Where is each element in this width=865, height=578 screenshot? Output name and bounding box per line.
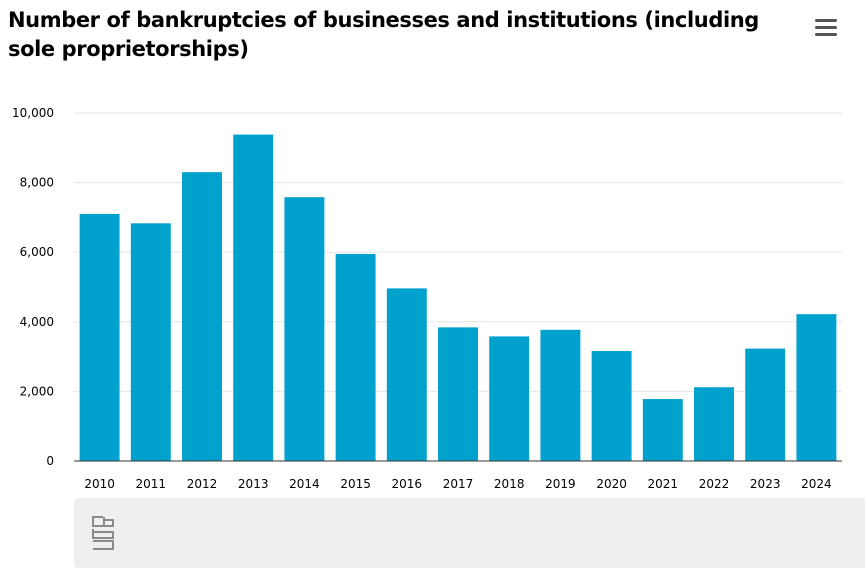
footer-panel (74, 498, 865, 568)
x-tick-label: 2010 (84, 477, 115, 491)
y-tick-label: 2,000 (20, 384, 54, 398)
bar-2012[interactable] (182, 172, 222, 461)
bar-2016[interactable] (386, 288, 427, 461)
x-tick-label: 2013 (238, 477, 269, 491)
x-tick-label: 2014 (289, 477, 320, 491)
bar-2023[interactable] (745, 348, 786, 461)
bar-2020[interactable] (591, 351, 632, 461)
chart-title: Number of bankruptcies of businesses and… (8, 8, 759, 61)
x-tick-label: 2024 (801, 477, 832, 491)
bar-2015[interactable] (335, 253, 376, 461)
bar-2014[interactable] (284, 197, 325, 461)
y-tick-label: 10,000 (12, 106, 54, 120)
x-tick-label: 2011 (136, 477, 167, 491)
x-tick-label: 2022 (699, 477, 730, 491)
bar-2019[interactable] (540, 329, 581, 461)
x-tick-label: 2015 (340, 477, 371, 491)
cbs-logo-icon (92, 516, 114, 550)
x-tick-label: 2023 (750, 477, 781, 491)
bar-chart: 0 2,000 4,000 6,000 8,000 10,000 2010 2011 2012 2… (12, 106, 842, 491)
bar-2017[interactable] (438, 327, 478, 461)
x-tick-label: 2012 (187, 477, 218, 491)
bar-2022[interactable] (694, 387, 734, 461)
y-tick-label: 4,000 (20, 315, 54, 329)
bar-2013[interactable] (233, 134, 274, 462)
chart-menu-button[interactable] (810, 14, 840, 40)
axes: 0 2,000 4,000 6,000 8,000 10,000 2010 2011 2012 2… (12, 106, 842, 491)
x-tick-label: 2021 (648, 477, 679, 491)
x-tick-label: 2018 (494, 477, 525, 491)
x-tick-label: 2017 (443, 477, 474, 491)
bar-2010[interactable] (79, 213, 120, 461)
x-tick-label: 2019 (545, 477, 576, 491)
x-tick-label: 2016 (392, 477, 423, 491)
y-tick-label: 8,000 (20, 176, 54, 190)
bars (79, 134, 837, 462)
x-tick-label: 2020 (596, 477, 627, 491)
bar-2011[interactable] (130, 223, 171, 461)
y-tick-label: 0 (46, 454, 54, 468)
bar-2018[interactable] (489, 336, 530, 461)
hamburger-menu-icon (815, 19, 837, 22)
y-tick-label: 6,000 (20, 245, 54, 259)
bar-2024[interactable] (796, 314, 837, 461)
bar-2021[interactable] (642, 399, 683, 461)
